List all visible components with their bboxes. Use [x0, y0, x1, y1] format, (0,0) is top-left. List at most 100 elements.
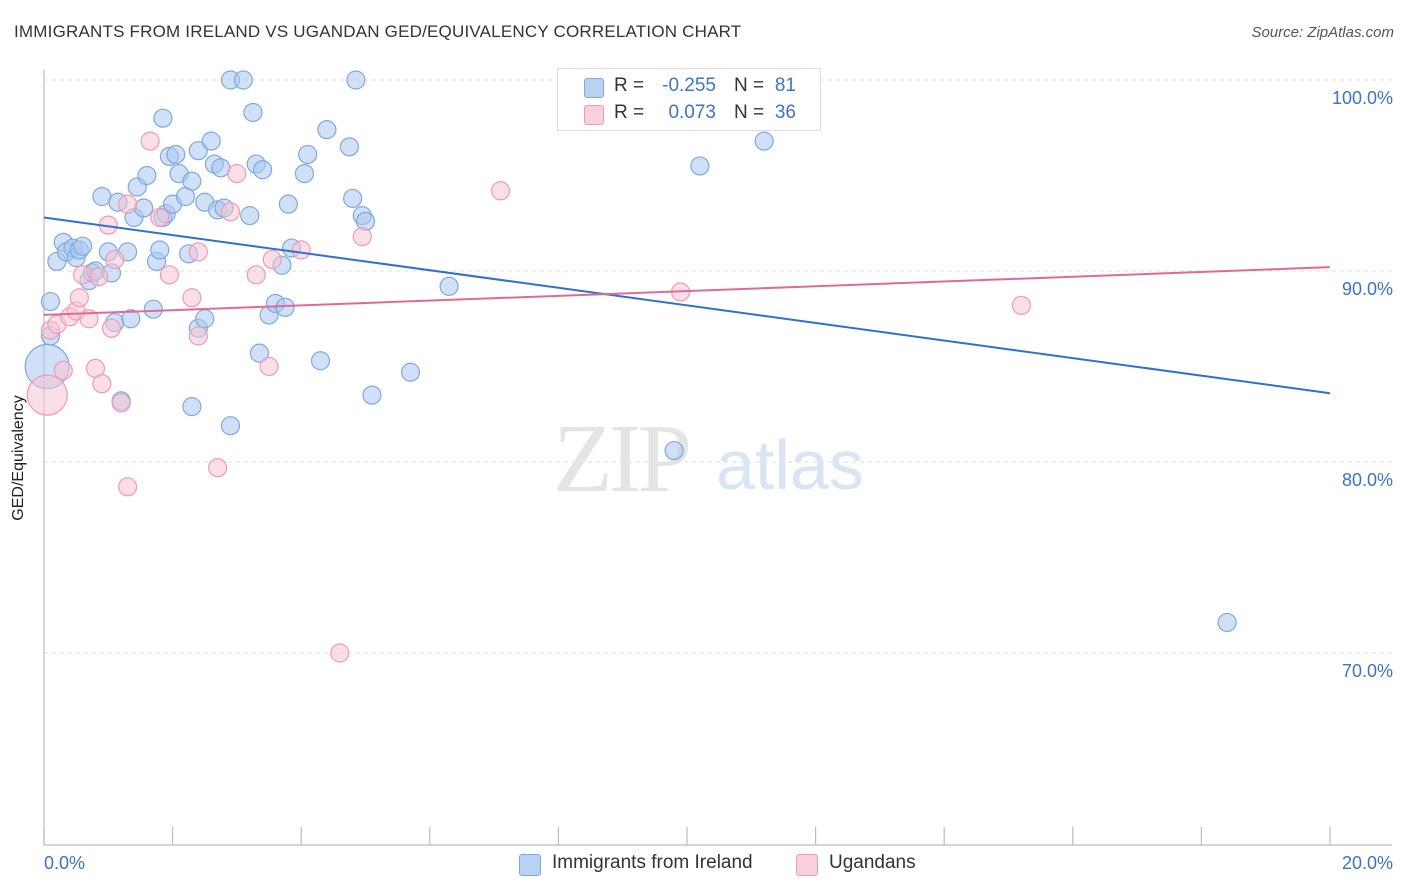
series-label-ireland: Immigrants from Ireland	[552, 852, 753, 873]
x-tick-label: 20.0%	[1342, 853, 1393, 873]
legend-r-value: 0.073	[668, 102, 716, 123]
point-ireland	[153, 108, 173, 128]
x-tick-label: 0.0%	[44, 853, 85, 873]
point-ireland	[40, 291, 61, 312]
point-ugandans	[105, 249, 125, 270]
point-ugandans	[330, 643, 350, 663]
point-ireland	[275, 297, 295, 317]
point-ireland	[143, 299, 163, 319]
point-ireland	[137, 165, 157, 186]
point-ireland	[166, 144, 186, 165]
point-ireland	[690, 156, 710, 176]
legend-swatch-ugandans	[584, 105, 604, 125]
point-ugandans	[140, 131, 160, 151]
point-ireland	[134, 198, 154, 218]
point-ugandans	[117, 194, 138, 214]
point-ugandans	[117, 477, 138, 497]
y-tick-label: 70.0%	[1342, 661, 1393, 681]
series-label-ugandans: Ugandans	[829, 852, 916, 873]
point-ireland	[754, 131, 774, 151]
legend-row-ireland: R = -0.255 N = 81	[558, 73, 820, 101]
chart-title: IMMIGRANTS FROM IRELAND VS UGANDAN GED/E…	[14, 22, 742, 41]
legend-n-value: 81	[774, 75, 796, 96]
point-ireland	[92, 186, 112, 207]
point-ugandans	[188, 242, 208, 262]
point-ireland	[298, 144, 318, 165]
point-ugandans	[150, 207, 170, 228]
point-ireland	[294, 163, 315, 184]
point-ireland	[400, 362, 421, 382]
legend-r-label: R =	[614, 102, 645, 123]
point-ugandans	[182, 288, 202, 308]
watermark-zip: ZIP	[553, 405, 688, 513]
legend-r-label: R =	[614, 75, 645, 96]
legend-n-value: 36	[774, 102, 796, 123]
point-ugandans	[159, 265, 179, 285]
trend-layer	[43, 216, 1331, 395]
point-ireland	[310, 351, 331, 371]
point-ugandans	[259, 356, 279, 377]
point-ugandans	[101, 318, 122, 338]
point-ireland	[150, 240, 170, 260]
legend-r-value: -0.255	[662, 75, 716, 96]
series-swatch-ireland	[519, 854, 541, 876]
point-ireland	[278, 194, 298, 214]
point-ugandans	[246, 265, 266, 285]
point-ugandans	[26, 374, 68, 416]
point-ireland	[249, 343, 270, 363]
y-tick-label: 90.0%	[1342, 279, 1393, 299]
grid-layer	[44, 79, 1392, 654]
point-ireland	[182, 171, 202, 191]
point-ireland	[243, 102, 263, 123]
point-ugandans	[111, 393, 131, 413]
point-ugandans	[291, 240, 311, 260]
point-ireland	[317, 120, 337, 140]
legend-row-ugandans: R = 0.073 N = 36	[558, 100, 820, 128]
series-swatch-ugandans	[796, 854, 818, 876]
point-ireland	[1217, 612, 1237, 633]
point-ireland	[195, 309, 215, 329]
watermark-atlas: atlas	[716, 426, 864, 504]
point-ugandans	[72, 265, 93, 285]
point-ugandans	[1011, 295, 1031, 315]
point-ugandans	[262, 249, 282, 270]
point-ireland	[664, 440, 684, 461]
point-ireland	[233, 70, 253, 90]
point-ugandans	[53, 360, 73, 380]
point-ugandans	[352, 227, 372, 247]
legend-n-label: N =	[734, 75, 765, 96]
point-ireland	[339, 137, 360, 157]
y-tick-label: 100.0%	[1332, 88, 1393, 108]
point-ugandans	[69, 288, 89, 308]
point-ugandans	[89, 267, 109, 287]
watermark: ZIP atlas	[553, 405, 864, 513]
point-ugandans	[92, 374, 112, 394]
point-ireland	[253, 160, 273, 180]
point-ireland	[72, 236, 93, 256]
trendline-ugandans	[43, 266, 1331, 316]
point-ireland	[362, 385, 382, 405]
point-ireland	[343, 188, 363, 209]
point-ireland	[220, 416, 241, 436]
trendline-ireland	[43, 216, 1331, 395]
tick-labels: 70.0% 80.0% 90.0% 100.0% 0.0% 20.0%	[44, 88, 1393, 873]
point-ireland	[211, 158, 231, 178]
point-ugandans	[220, 202, 241, 222]
axis-layer	[43, 70, 1392, 846]
point-ireland	[240, 206, 260, 226]
point-ugandans	[490, 181, 511, 201]
point-ireland	[188, 141, 208, 161]
legend-n-label: N =	[734, 102, 765, 123]
points-layer	[24, 70, 1237, 663]
point-ugandans	[188, 326, 208, 346]
point-ireland	[346, 70, 366, 90]
source-note: Source: ZipAtlas.com	[1251, 24, 1394, 41]
stats-legend: R = -0.255 N = 81 R = 0.073 N = 36	[557, 68, 821, 131]
legend-swatch-ireland	[584, 78, 604, 98]
point-ugandans	[208, 458, 228, 478]
point-ireland	[201, 131, 221, 151]
point-ugandans	[227, 163, 247, 184]
point-ireland	[121, 309, 141, 329]
y-tick-label: 80.0%	[1342, 470, 1393, 490]
